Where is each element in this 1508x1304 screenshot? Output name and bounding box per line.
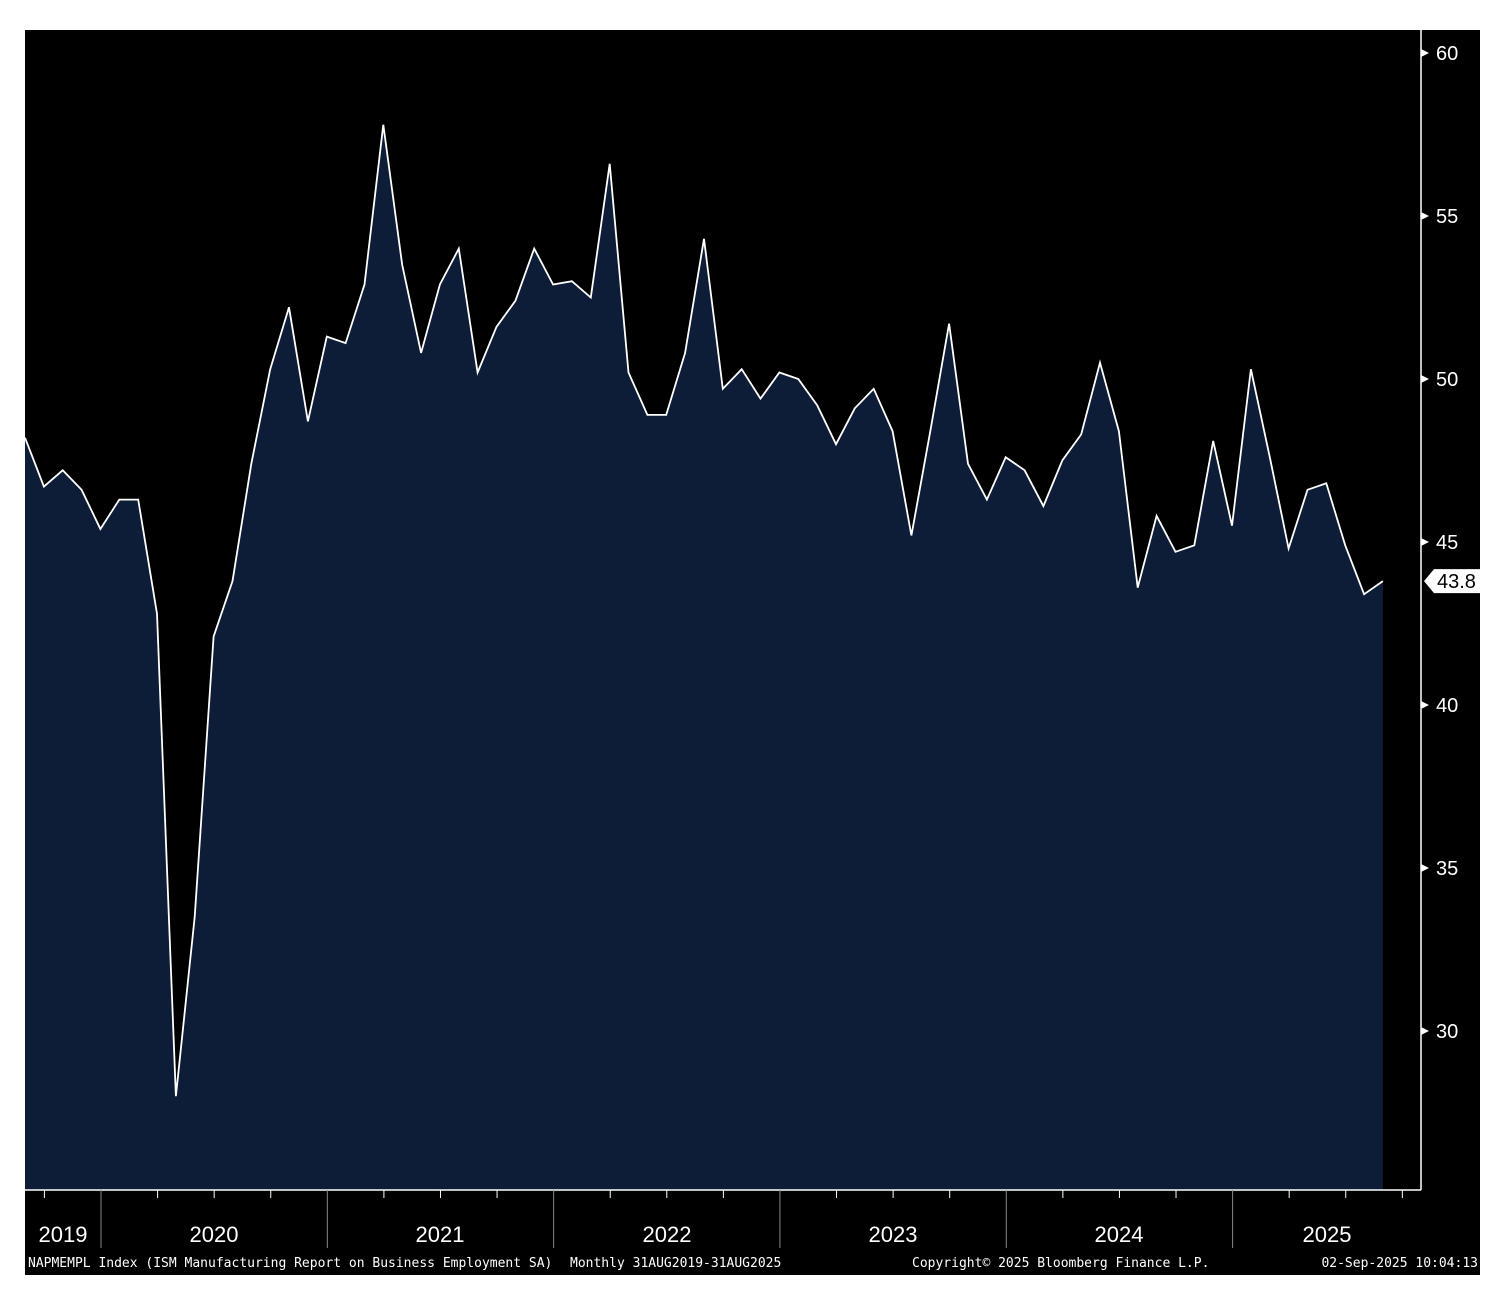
y-tick-mark [1421,1027,1429,1035]
x-axis: 2019 2020 2021 2022 2023 2024 2025 [39,1190,1403,1248]
y-tick-label: 55 [1436,206,1458,228]
y-tick-mark [1421,49,1429,57]
y-tick-label: 35 [1436,858,1458,880]
series-line [24,124,1384,1097]
x-tick-label: 2019 [39,1222,88,1247]
plot-area [24,124,1384,1191]
x-tick-label: 2025 [1303,1222,1352,1247]
y-tick-mark [1421,864,1429,872]
footer-timestamp: 02-Sep-2025 10:04:13 [1321,1256,1478,1271]
y-tick-mark [1421,375,1429,383]
footer-copyright: Copyright© 2025 Bloomberg Finance L.P. [912,1256,1209,1271]
x-tick-label: 2022 [643,1222,692,1247]
last-value-label: 43.8 [1437,571,1476,593]
x-tick-label: 2024 [1095,1222,1144,1247]
y-tick-mark [1421,538,1429,546]
area-fill [25,124,1383,1191]
last-value-box [1424,569,1480,594]
x-tick-label: 2023 [869,1222,918,1247]
y-axis: 30 35 40 45 50 55 60 [1421,43,1458,1043]
footer-series: NAPMEMPL Index (ISM Manufacturing Report… [28,1256,552,1271]
y-tick-label: 40 [1436,695,1458,717]
footer-range: Monthly 31AUG2019-31AUG2025 [570,1256,781,1271]
y-tick-mark [1421,212,1429,220]
last-value-marker: 43.8 [1424,569,1480,594]
x-tick-label: 2020 [190,1222,239,1247]
y-tick-mark [1421,701,1429,709]
y-tick-label: 45 [1436,532,1458,554]
y-tick-label: 50 [1436,369,1458,391]
x-tick-label: 2021 [416,1222,465,1247]
y-tick-label: 30 [1436,1021,1458,1043]
y-tick-label: 60 [1436,43,1458,65]
